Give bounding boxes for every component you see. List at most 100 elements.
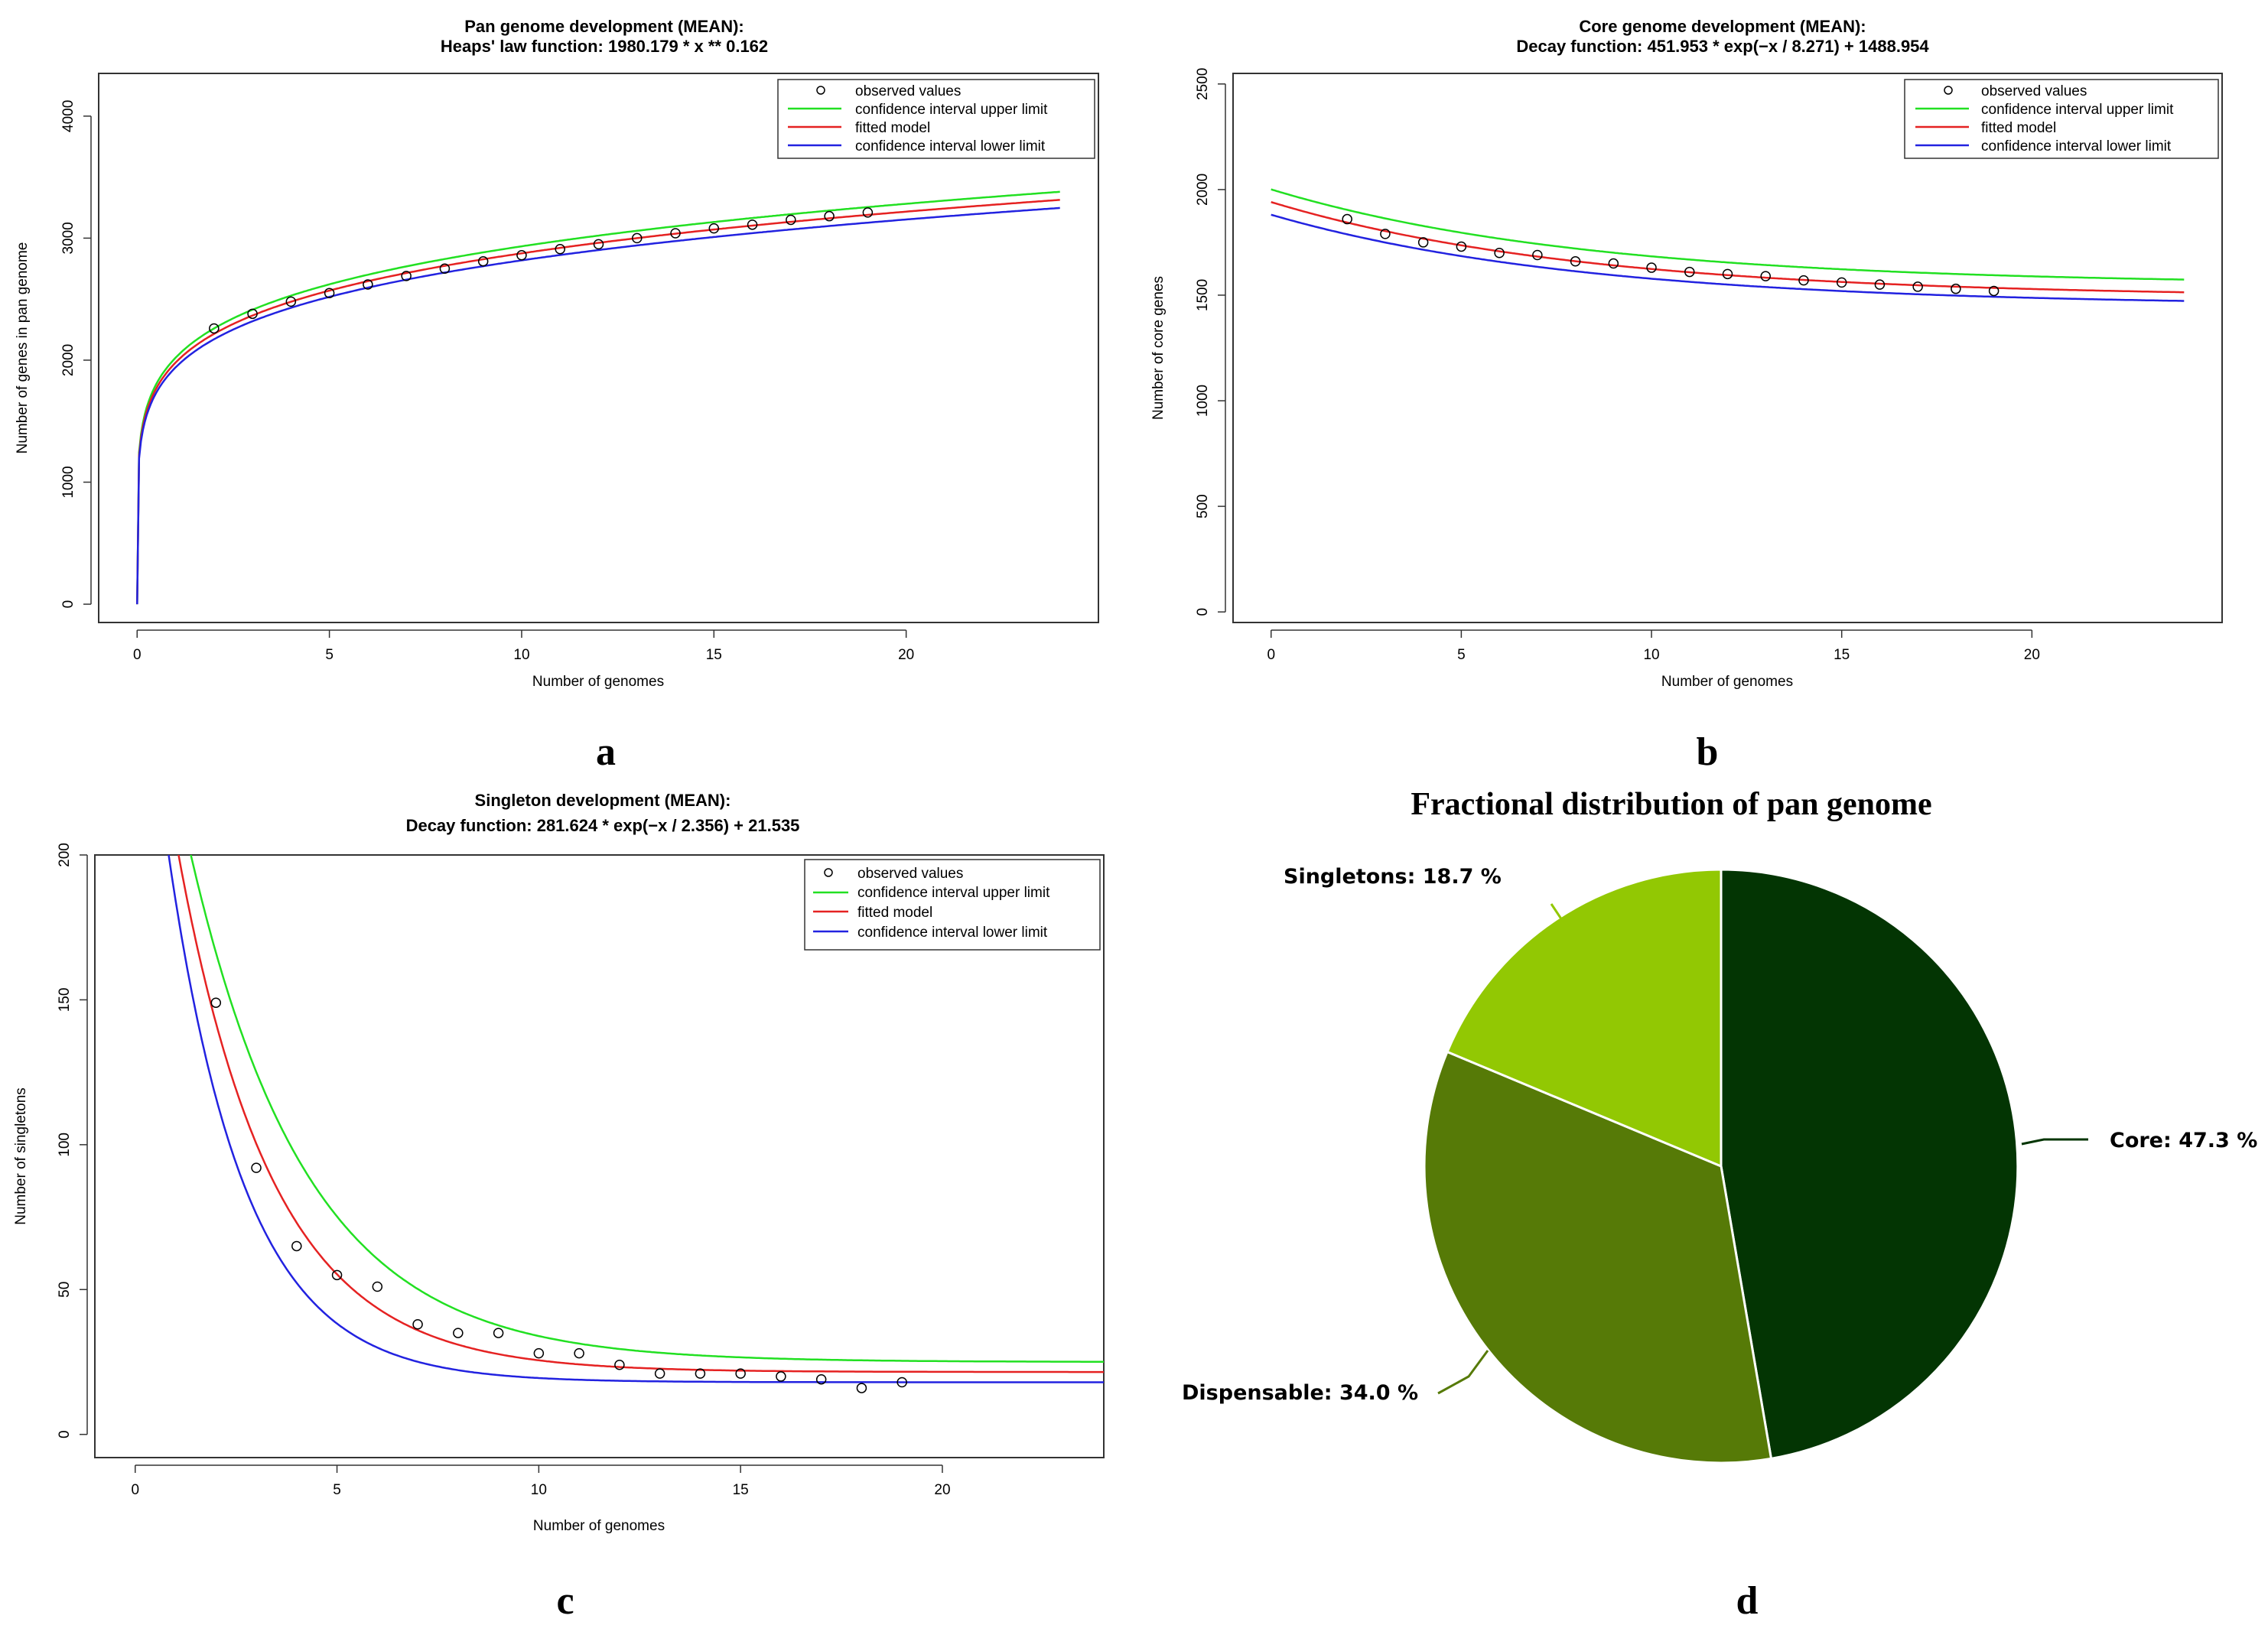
pie-label-singletons: Singletons: 18.7 % [1284, 865, 1502, 889]
core-legend-upper: confidence interval upper limit [1981, 102, 2174, 118]
pan-observed-point [747, 219, 758, 230]
core-observed-point [1951, 283, 1961, 294]
singleton-series-lines [168, 855, 1104, 1383]
pie-label-dispensable: Dispensable: 34.0 % [1182, 1381, 1418, 1405]
singleton-legend-upper: confidence interval upper limit [857, 885, 1050, 901]
singleton-observed-points [210, 997, 907, 1393]
core-legend: observed values confidence interval uppe… [1904, 79, 2219, 159]
singletons-y-tick-label: 150 [57, 988, 73, 1013]
core-observed-point [1342, 213, 1352, 225]
core-y-tick-label: 1000 [1195, 385, 1211, 417]
singleton-chart-subtitle: Decay function: 281.624 * exp(−x / 2.356… [406, 816, 800, 835]
core-plot-frame [1232, 73, 2223, 623]
singleton-legend-lower: confidence interval lower limit [857, 925, 1048, 941]
pan-axis-ticks: 0 5 10 15 20 0 1000 2000 3000 4000 [60, 100, 914, 663]
singletons-observed-point [331, 1269, 343, 1281]
core-legend-lower: confidence interval lower limit [1981, 138, 2172, 154]
pan-x-tick-label: 10 [513, 647, 529, 663]
pan-genome-chart: Pan genome development (MEAN): Heaps' la… [15, 17, 1099, 774]
core-observed-point [1798, 275, 1809, 286]
singleton-chart: Singleton development (MEAN): Decay func… [13, 791, 1105, 1623]
singletons-y-tick-label: 0 [57, 1430, 73, 1438]
singleton-legend: observed values confidence interval uppe… [804, 859, 1101, 951]
core-y-axis-label: Number of core genes [1150, 276, 1167, 420]
core-legend-fitted: fitted model [1981, 120, 2056, 136]
core-observed-point [1722, 268, 1733, 280]
pan-y-tick-label: 1000 [60, 466, 76, 498]
core-observed-point [1380, 229, 1391, 239]
singletons-observed-point [210, 997, 222, 1008]
core-legend-observed: observed values [1981, 83, 2087, 99]
core-observed-point [1988, 285, 2000, 297]
singletons-observed-point [735, 1368, 746, 1379]
pan-observed-point [670, 228, 681, 239]
pan-legend-observed-marker [816, 86, 825, 95]
pan-x-tick-label: 15 [706, 647, 722, 663]
panel-label-b: b [1697, 730, 1719, 774]
singleton-plot-frame [94, 854, 1105, 1458]
pan-series-lower [136, 206, 1060, 605]
singletons-observed-point [654, 1368, 665, 1379]
singletons-x-tick-label: 0 [131, 1482, 139, 1498]
pie-slices [1423, 868, 2019, 1464]
singleton-chart-title: Singleton development (MEAN): [475, 791, 731, 810]
singleton-legend-fitted: fitted model [857, 905, 932, 921]
core-x-tick-label: 20 [2024, 647, 2040, 663]
singletons-observed-point [372, 1281, 383, 1292]
pan-legend-fitted: fitted model [855, 120, 930, 136]
singletons-series-upper [190, 855, 1104, 1363]
core-y-tick-label: 1500 [1195, 279, 1211, 311]
panel-label-a: a [596, 730, 616, 774]
core-y-tick-label: 500 [1195, 494, 1211, 518]
pan-observed-point [632, 232, 643, 244]
pan-observed-point [363, 279, 373, 290]
pan-observed-point [862, 207, 874, 218]
pan-x-axis-label: Number of genomes [532, 674, 664, 690]
singletons-series-lower [168, 855, 1104, 1383]
pan-legend: observed values confidence interval uppe… [777, 79, 1095, 159]
pan-series-fitted [136, 199, 1060, 605]
core-observed-point [1836, 277, 1847, 288]
singletons-observed-point [533, 1347, 545, 1359]
core-observed-point [1646, 262, 1657, 273]
pan-observed-point [401, 271, 412, 281]
core-x-tick-label: 10 [1643, 647, 1659, 663]
pan-y-tick-label: 3000 [60, 222, 76, 254]
panel-label-d: d [1736, 1579, 1759, 1623]
singleton-legend-observed-marker [824, 868, 833, 877]
singleton-legend-observed: observed values [857, 866, 963, 882]
core-chart-subtitle: Decay function: 451.953 * exp(−x / 8.271… [1516, 37, 1929, 56]
singletons-x-tick-label: 5 [333, 1482, 341, 1498]
pan-observed-points [209, 207, 874, 334]
singletons-observed-point [815, 1373, 827, 1385]
singletons-x-tick-label: 15 [733, 1482, 749, 1498]
core-observed-point [1912, 281, 1923, 292]
singletons-x-tick-label: 20 [934, 1482, 950, 1498]
core-series-upper [1271, 188, 2185, 281]
singleton-y-axis-label: Number of singletons [13, 1087, 29, 1225]
core-legend-observed-marker [1944, 86, 1953, 95]
singletons-observed-point [695, 1368, 706, 1379]
core-observed-point [1684, 266, 1695, 278]
singletons-y-tick-label: 100 [57, 1133, 73, 1157]
pan-observed-point [708, 223, 720, 234]
core-observed-point [1417, 237, 1429, 248]
pan-observed-point [516, 249, 527, 261]
pan-chart-subtitle: Heaps' law function: 1980.179 * x ** 0.1… [441, 37, 768, 56]
pie-slice-singletons [1446, 868, 1723, 1169]
singletons-observed-point [776, 1371, 786, 1382]
leader-singletons [1550, 903, 1570, 928]
singletons-observed-point [614, 1360, 625, 1370]
pan-legend-lower: confidence interval lower limit [855, 138, 1046, 154]
singletons-observed-point [574, 1347, 584, 1359]
core-series-lower [1271, 213, 2185, 302]
core-genome-chart: Core genome development (MEAN): Decay fu… [1150, 17, 2223, 774]
singletons-observed-point [251, 1162, 262, 1173]
pan-y-tick-label: 0 [60, 600, 76, 609]
singletons-observed-point [856, 1383, 867, 1393]
pan-chart-title: Pan genome development (MEAN): [464, 17, 744, 36]
pie-chart-title: Fractional distribution of pan genome [1411, 787, 1931, 822]
core-series-lines [1271, 188, 2185, 302]
